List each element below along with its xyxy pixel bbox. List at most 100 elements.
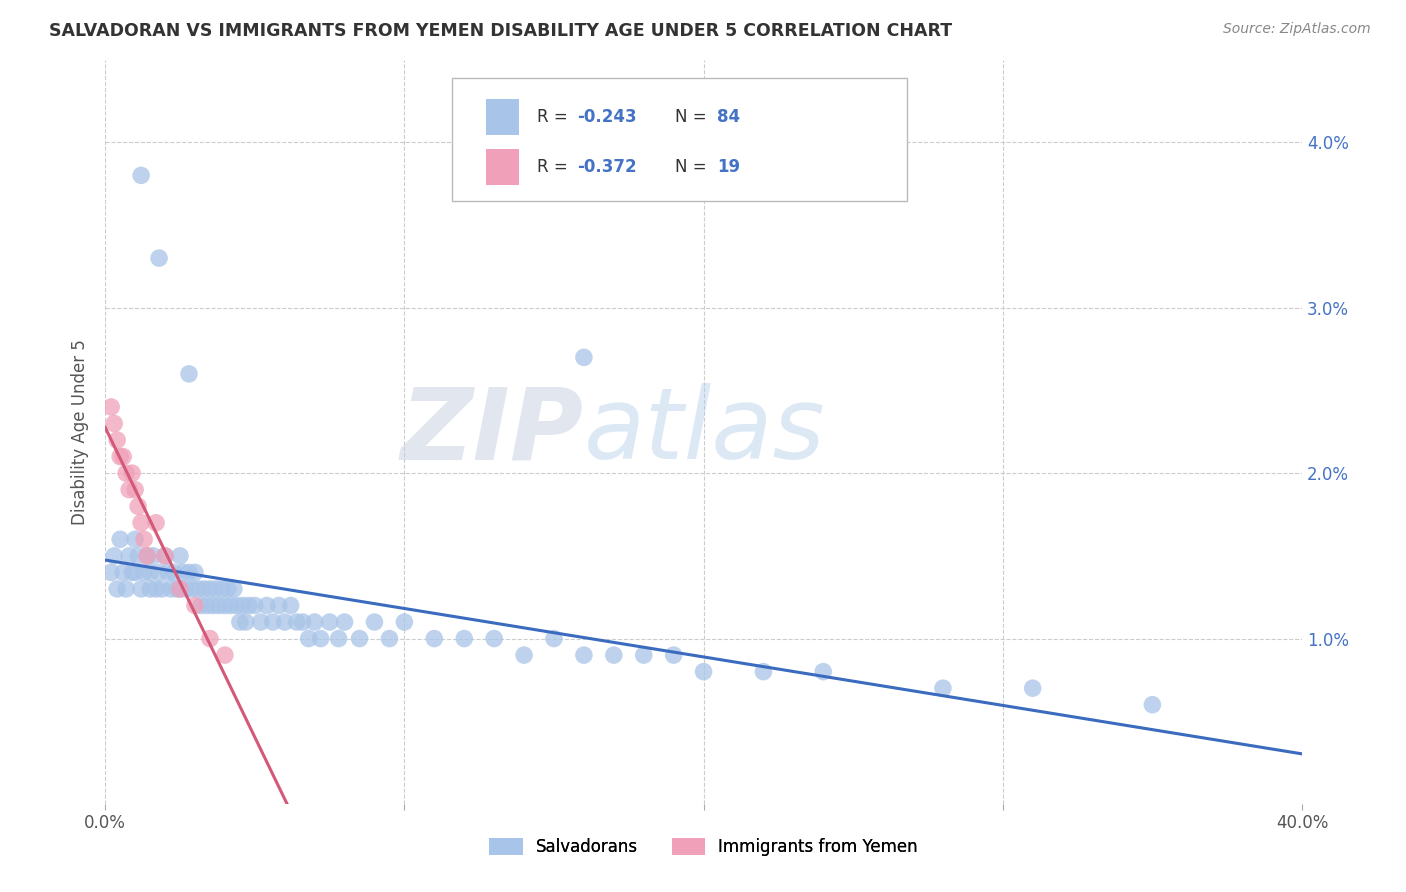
Point	[222, 582, 245, 596]
Point	[482, 632, 505, 646]
Text: atlas: atlas	[583, 384, 825, 480]
Point	[633, 648, 655, 662]
Point	[423, 632, 446, 646]
Point	[572, 351, 595, 365]
Point	[187, 582, 209, 596]
Text: 19: 19	[717, 158, 740, 176]
Text: R =: R =	[537, 158, 574, 176]
Point	[190, 599, 212, 613]
Point	[142, 549, 165, 563]
Point	[214, 599, 236, 613]
Point	[108, 533, 131, 547]
Point	[262, 615, 284, 629]
Point	[100, 566, 122, 580]
Point	[139, 582, 162, 596]
Text: N =: N =	[675, 108, 711, 126]
Text: Source: ZipAtlas.com: Source: ZipAtlas.com	[1223, 22, 1371, 37]
Point	[127, 500, 149, 514]
Point	[219, 599, 242, 613]
Text: SALVADORAN VS IMMIGRANTS FROM YEMEN DISABILITY AGE UNDER 5 CORRELATION CHART: SALVADORAN VS IMMIGRANTS FROM YEMEN DISA…	[49, 22, 952, 40]
Point	[150, 582, 173, 596]
Point	[132, 566, 155, 580]
Point	[177, 566, 200, 580]
Point	[139, 566, 162, 580]
Point	[129, 582, 152, 596]
Point	[249, 615, 271, 629]
Point	[513, 648, 536, 662]
Point	[103, 549, 125, 563]
Point	[543, 632, 565, 646]
Point	[214, 648, 236, 662]
Point	[205, 582, 228, 596]
Point	[148, 566, 170, 580]
Point	[572, 648, 595, 662]
Point	[198, 632, 221, 646]
Point	[692, 665, 714, 679]
Point	[304, 615, 326, 629]
Point	[208, 599, 231, 613]
Point	[124, 483, 146, 497]
Point	[184, 566, 207, 580]
FancyBboxPatch shape	[486, 149, 519, 185]
Point	[163, 566, 186, 580]
Point	[813, 665, 835, 679]
Text: -0.372: -0.372	[576, 158, 637, 176]
FancyBboxPatch shape	[486, 99, 519, 135]
Point	[129, 516, 152, 530]
Point	[160, 582, 183, 596]
Point	[349, 632, 371, 646]
Point	[169, 582, 191, 596]
Point	[603, 648, 626, 662]
Text: 84: 84	[717, 108, 740, 126]
Point	[193, 582, 215, 596]
Point	[145, 516, 167, 530]
Point	[112, 450, 135, 464]
Point	[225, 599, 247, 613]
Point	[118, 549, 141, 563]
Point	[174, 582, 197, 596]
Point	[127, 549, 149, 563]
Point	[453, 632, 475, 646]
Point	[121, 466, 143, 480]
Point	[232, 599, 254, 613]
Point	[169, 549, 191, 563]
Point	[195, 599, 218, 613]
Point	[285, 615, 308, 629]
Point	[298, 632, 321, 646]
Point	[124, 566, 146, 580]
Point	[181, 582, 204, 596]
Point	[274, 615, 297, 629]
Legend: Salvadorans, Immigrants from Yemen: Salvadorans, Immigrants from Yemen	[482, 831, 925, 863]
Text: R =: R =	[537, 108, 574, 126]
Point	[363, 615, 385, 629]
Point	[115, 582, 138, 596]
Point	[124, 533, 146, 547]
Point	[166, 582, 188, 596]
Point	[145, 582, 167, 596]
Text: -0.243: -0.243	[576, 108, 637, 126]
Point	[280, 599, 302, 613]
Point	[211, 582, 233, 596]
Point	[172, 566, 194, 580]
Point	[112, 566, 135, 580]
Point	[115, 466, 138, 480]
Point	[662, 648, 685, 662]
Point	[136, 549, 159, 563]
Point	[243, 599, 266, 613]
Point	[153, 549, 176, 563]
Point	[105, 433, 128, 447]
Point	[1142, 698, 1164, 712]
Point	[108, 450, 131, 464]
Point	[932, 681, 955, 696]
Point	[198, 582, 221, 596]
Y-axis label: Disability Age Under 5: Disability Age Under 5	[72, 339, 89, 524]
Point	[129, 169, 152, 183]
Point	[201, 599, 224, 613]
FancyBboxPatch shape	[453, 78, 907, 201]
Point	[118, 483, 141, 497]
Point	[157, 566, 180, 580]
Point	[105, 582, 128, 596]
Point	[217, 582, 239, 596]
Point	[100, 400, 122, 414]
Point	[235, 615, 257, 629]
